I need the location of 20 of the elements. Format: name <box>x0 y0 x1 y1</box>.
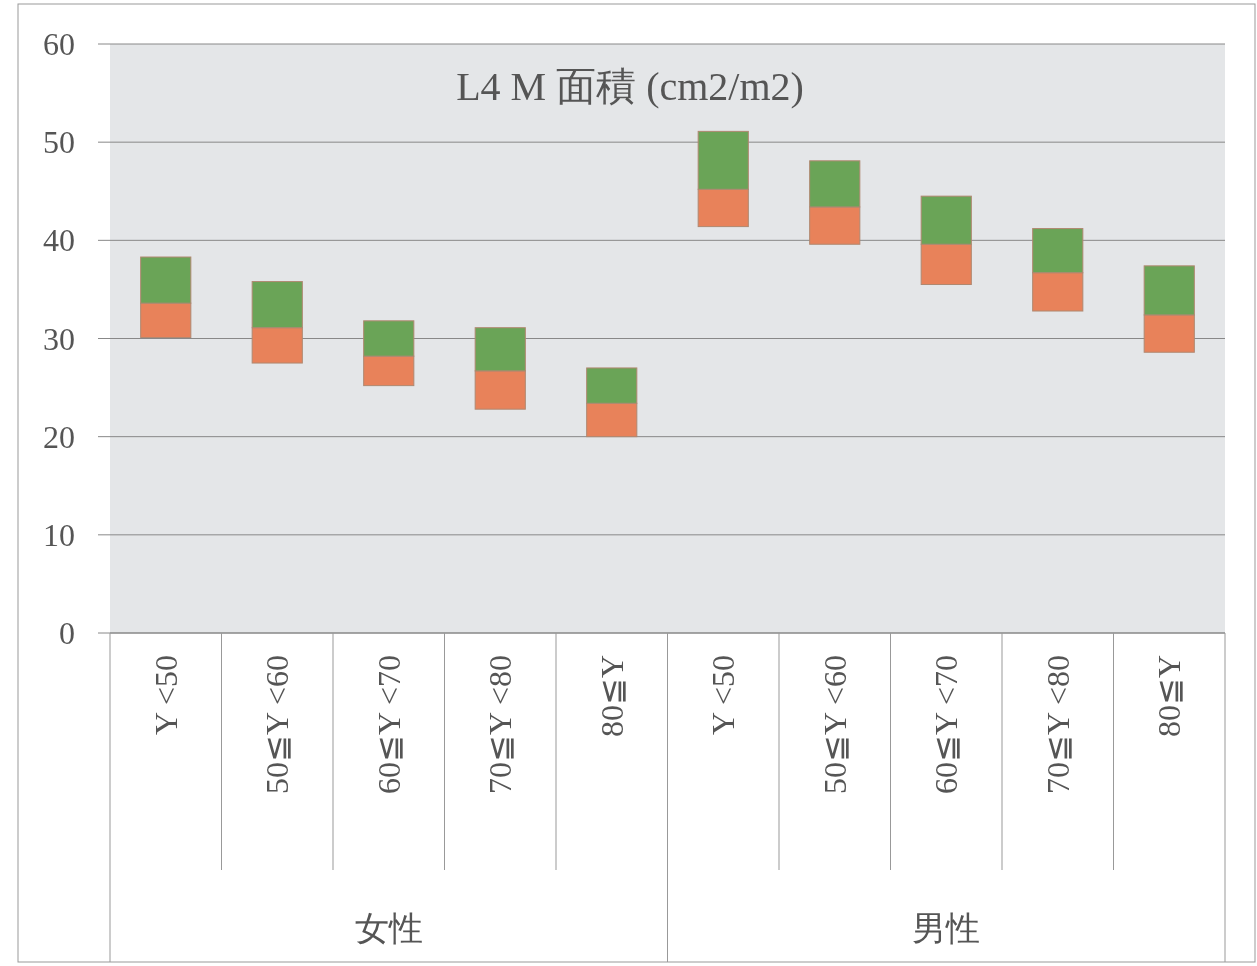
x-tick-label: 70≦Y <80 <box>1039 655 1076 794</box>
y-tick-label: 30 <box>43 320 75 357</box>
y-tick-label: 20 <box>43 418 75 455</box>
y-tick-label: 10 <box>43 516 75 553</box>
text: 男性 <box>912 910 981 947</box>
y-tick-label: 40 <box>43 222 75 259</box>
text: 女性 <box>354 910 423 947</box>
y-tick-label: 50 <box>43 124 75 161</box>
x-tick-label: 80≦Y <box>593 655 630 738</box>
y-tick-label: 60 <box>43 26 75 62</box>
x-tick-label: 60≦Y <70 <box>370 655 407 794</box>
x-tick-label: 80≦Y <box>1151 655 1188 738</box>
y-tick-label: 0 <box>59 615 75 651</box>
x-tick-label: Y <50 <box>705 655 742 735</box>
x-tick-label: Y <50 <box>147 655 184 735</box>
x-tick-label: 50≦Y <60 <box>816 655 853 794</box>
x-tick-label: 60≦Y <70 <box>928 655 965 794</box>
x-tick-label: 70≦Y <80 <box>482 655 519 794</box>
x-tick-label: 50≦Y <60 <box>259 655 296 794</box>
text: L4 M 面積 (cm2/m2) <box>456 64 804 109</box>
